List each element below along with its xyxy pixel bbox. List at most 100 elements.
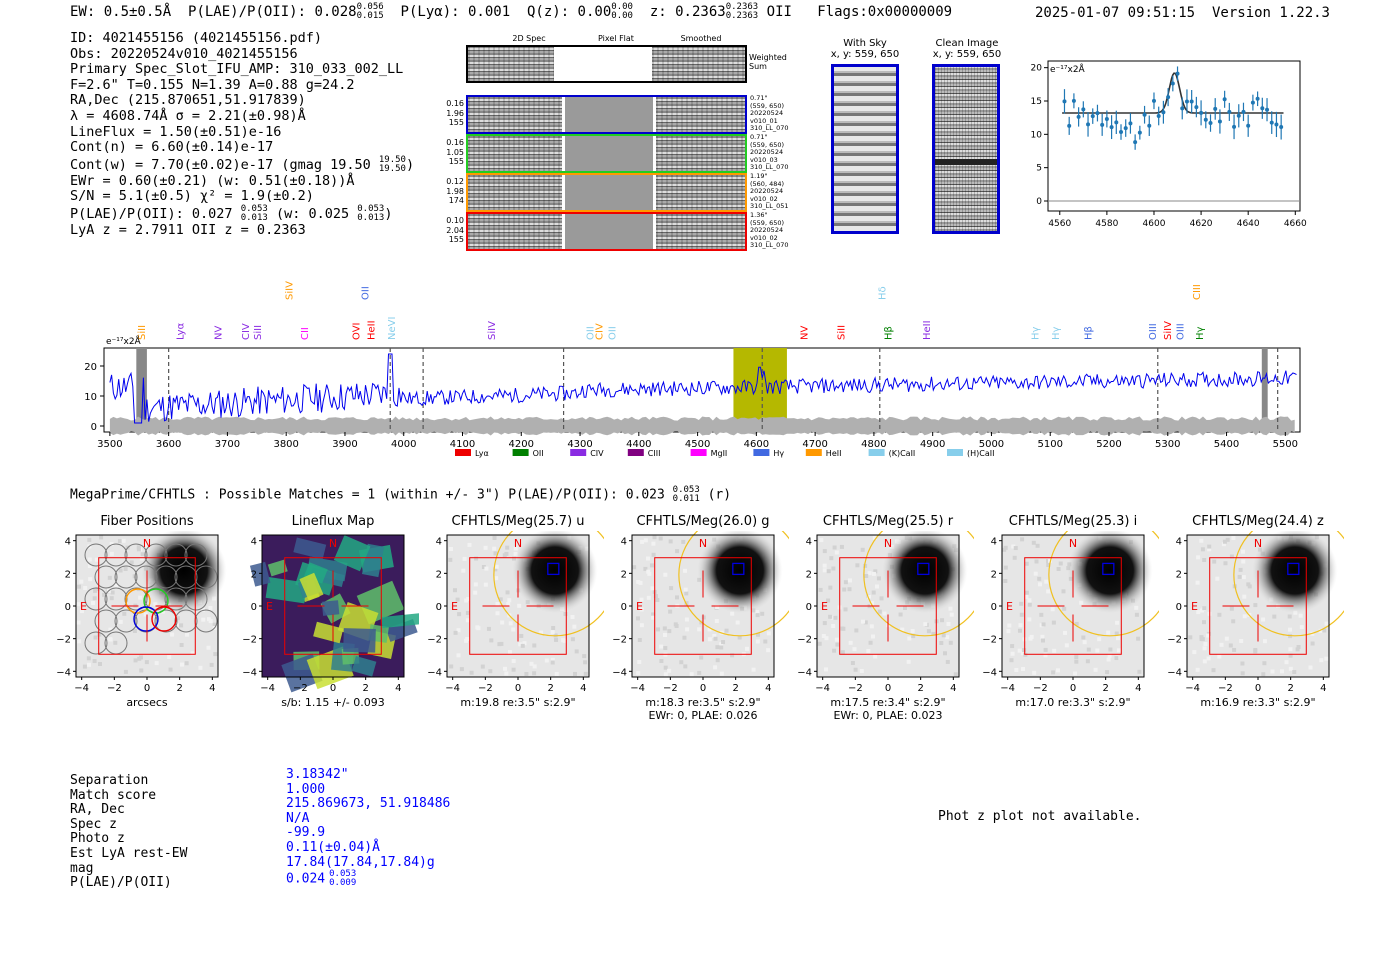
panel-ytick: 2 <box>251 569 257 580</box>
panel-xtick: 4 <box>1320 683 1326 694</box>
zoom-point <box>1076 114 1081 119</box>
zoom-point <box>1227 109 1232 114</box>
header-z: z: 0.2363 <box>649 4 726 20</box>
zoom-point <box>1175 71 1180 76</box>
info-sn: S/N = 5.1(±0.5) χ² = 1.9(±0.2) <box>70 188 314 205</box>
match-table-values: 3.18342" 1.000 215.869673, 51.918486 N/A -99… <box>286 767 450 888</box>
spectrum-xtick: 4300 <box>567 439 592 450</box>
cutout-row: 0.10 2.04 155 1.36" (559, 650) 20220524 v010_0… <box>446 211 796 251</box>
cutout-flat <box>565 214 653 249</box>
panel-title: CFHTLS/Meg(26.0) g <box>636 514 770 529</box>
panel-xtick: 0 <box>1070 683 1076 694</box>
zoom-ytick: 5 <box>1036 164 1042 174</box>
zoom-point <box>1250 100 1255 105</box>
panel-ytick: −2 <box>797 635 812 646</box>
panel-ytick: 2 <box>621 569 627 580</box>
with-sky-title: With Sky x, y: 559, 650 <box>830 38 900 60</box>
spectral-line-label: OVI <box>352 323 363 341</box>
panel-xtick: −2 <box>107 683 122 694</box>
spectrum-xtick: 4500 <box>685 439 710 450</box>
zoom-point <box>1086 122 1091 127</box>
cutout-2d <box>468 214 562 249</box>
zoom-point <box>1203 117 1208 122</box>
zoom-xtick: 4620 <box>1190 219 1213 229</box>
spectral-line-label: Hγ <box>1051 326 1062 340</box>
zoom-xtick: 4600 <box>1143 219 1166 229</box>
match-field-value: 17.84(17.84,17.84)g <box>286 854 435 870</box>
panel-ytick: 0 <box>621 602 627 613</box>
info-radec: RA,Dec (215.870651,51.917839) <box>70 92 306 109</box>
info-contw: Cont(w) = 7.70(±0.02)e-17 (gmag 19.50 19… <box>70 154 415 174</box>
panel-ytick: 2 <box>991 569 997 580</box>
legend-label: CIII <box>648 449 661 458</box>
cutout-row-images <box>466 134 747 173</box>
panel-xtick: 0 <box>885 683 891 694</box>
panel-ytick: 4 <box>621 537 627 548</box>
panel-ytick: −4 <box>982 667 997 678</box>
zoom-xtick: 4660 <box>1284 219 1307 229</box>
spectrum-xtick: 5400 <box>1214 439 1239 450</box>
legend-swatch <box>690 449 707 456</box>
legend-label: Lyα <box>475 449 489 458</box>
weighted-flat-image <box>554 47 652 81</box>
spectral-line-label: CIV <box>594 323 605 340</box>
panel-xtick: −4 <box>1185 683 1200 694</box>
mask-left <box>136 348 147 432</box>
match-field-label: Photo z <box>70 831 125 847</box>
info-contn: Cont(n) = 6.60(±0.14)e-17 <box>70 139 274 156</box>
panel-xtick: 2 <box>1102 683 1108 694</box>
info-params: F=2.6" T=0.155 N=1.39 A=0.88 g=24.2 <box>70 76 355 93</box>
info-id: ID: 4021455156 (4021455156.pdf) <box>70 30 322 46</box>
zoom-point <box>1062 99 1067 104</box>
match-field-value: 1.000 <box>286 781 326 797</box>
zoom-point <box>1246 123 1251 128</box>
panel-xtick: 4 <box>765 683 771 694</box>
zoom-ytick: 15 <box>1031 97 1042 107</box>
weighted-2d-image <box>468 47 554 81</box>
legend-swatch <box>753 449 770 456</box>
panel-xtick: 0 <box>700 683 706 694</box>
header-plya: P(Lyα): 0.001 <box>400 4 511 20</box>
panel-ytick: 2 <box>1176 569 1182 580</box>
match-field-label: Separation <box>70 773 149 788</box>
spectral-line-label: SiII <box>253 325 264 340</box>
spectrum-xtick: 5000 <box>979 439 1004 450</box>
east-label: E <box>1006 600 1013 613</box>
header-plae: P(LAE)/P(OII): 0.028 <box>188 4 357 20</box>
cutout-smooth <box>656 97 745 132</box>
spectral-line-label: SiIV <box>285 281 296 300</box>
panel-image: N E −4 −2 0 2 4 4 2 0 −2 −4 <box>56 531 227 694</box>
info-lineflux: LineFlux = 1.50(±0.51)e-16 <box>70 123 282 140</box>
east-label: E <box>80 600 87 613</box>
spectral-line-label: SiIV <box>1163 321 1174 340</box>
match-field-value: 3.18342" <box>286 767 349 782</box>
col-smoothed: Smoothed <box>680 34 722 43</box>
zoom-xtick: 4640 <box>1237 219 1260 229</box>
info-primary: Primary Spec_Slot_IFU_AMP: 310_033_002_L… <box>70 61 404 78</box>
zoom-point <box>1166 95 1171 100</box>
spectral-line-label: OII <box>361 286 372 300</box>
panel-xtick: 0 <box>330 683 336 694</box>
zoom-point <box>1128 121 1133 126</box>
match-field-label: P(LAE)/P(OII) <box>70 875 172 891</box>
panel-caption-2: EWr: 0, PLAE: 0.026 <box>648 709 758 722</box>
zoom-point <box>1119 130 1124 135</box>
spectral-line-label: CIII <box>1192 284 1203 300</box>
spectrum-xtick: 3800 <box>273 439 298 450</box>
header-bar: EW: 0.5±0.5Å P(LAE)/P(OII): 0.028 0.056 0.… <box>70 3 952 21</box>
spectrum-xtick: 3500 <box>97 439 122 450</box>
zoom-point <box>1184 99 1189 104</box>
photz-message: Phot z plot not available. <box>938 809 1142 824</box>
zoom-point <box>1269 120 1274 125</box>
panel-xtick: −2 <box>848 683 863 694</box>
panel-ytick: −4 <box>427 667 442 678</box>
cutout-smooth <box>656 214 745 249</box>
spectrum-axis-ticks: 3500 3600 3700 3800 3900 4000 4100 4200 4300 4400… <box>84 362 1298 450</box>
info-obs: Obs: 20220524v010_4021455156 <box>70 45 298 62</box>
header-ew: EW: 0.5±0.5Å <box>70 4 172 20</box>
east-label: E <box>451 600 458 613</box>
spectrum-ytick: 10 <box>84 392 97 403</box>
spectrum-xtick: 5100 <box>1037 439 1062 450</box>
panel-xtick: 2 <box>362 683 368 694</box>
spectral-line-label: Hγ <box>1195 326 1206 340</box>
